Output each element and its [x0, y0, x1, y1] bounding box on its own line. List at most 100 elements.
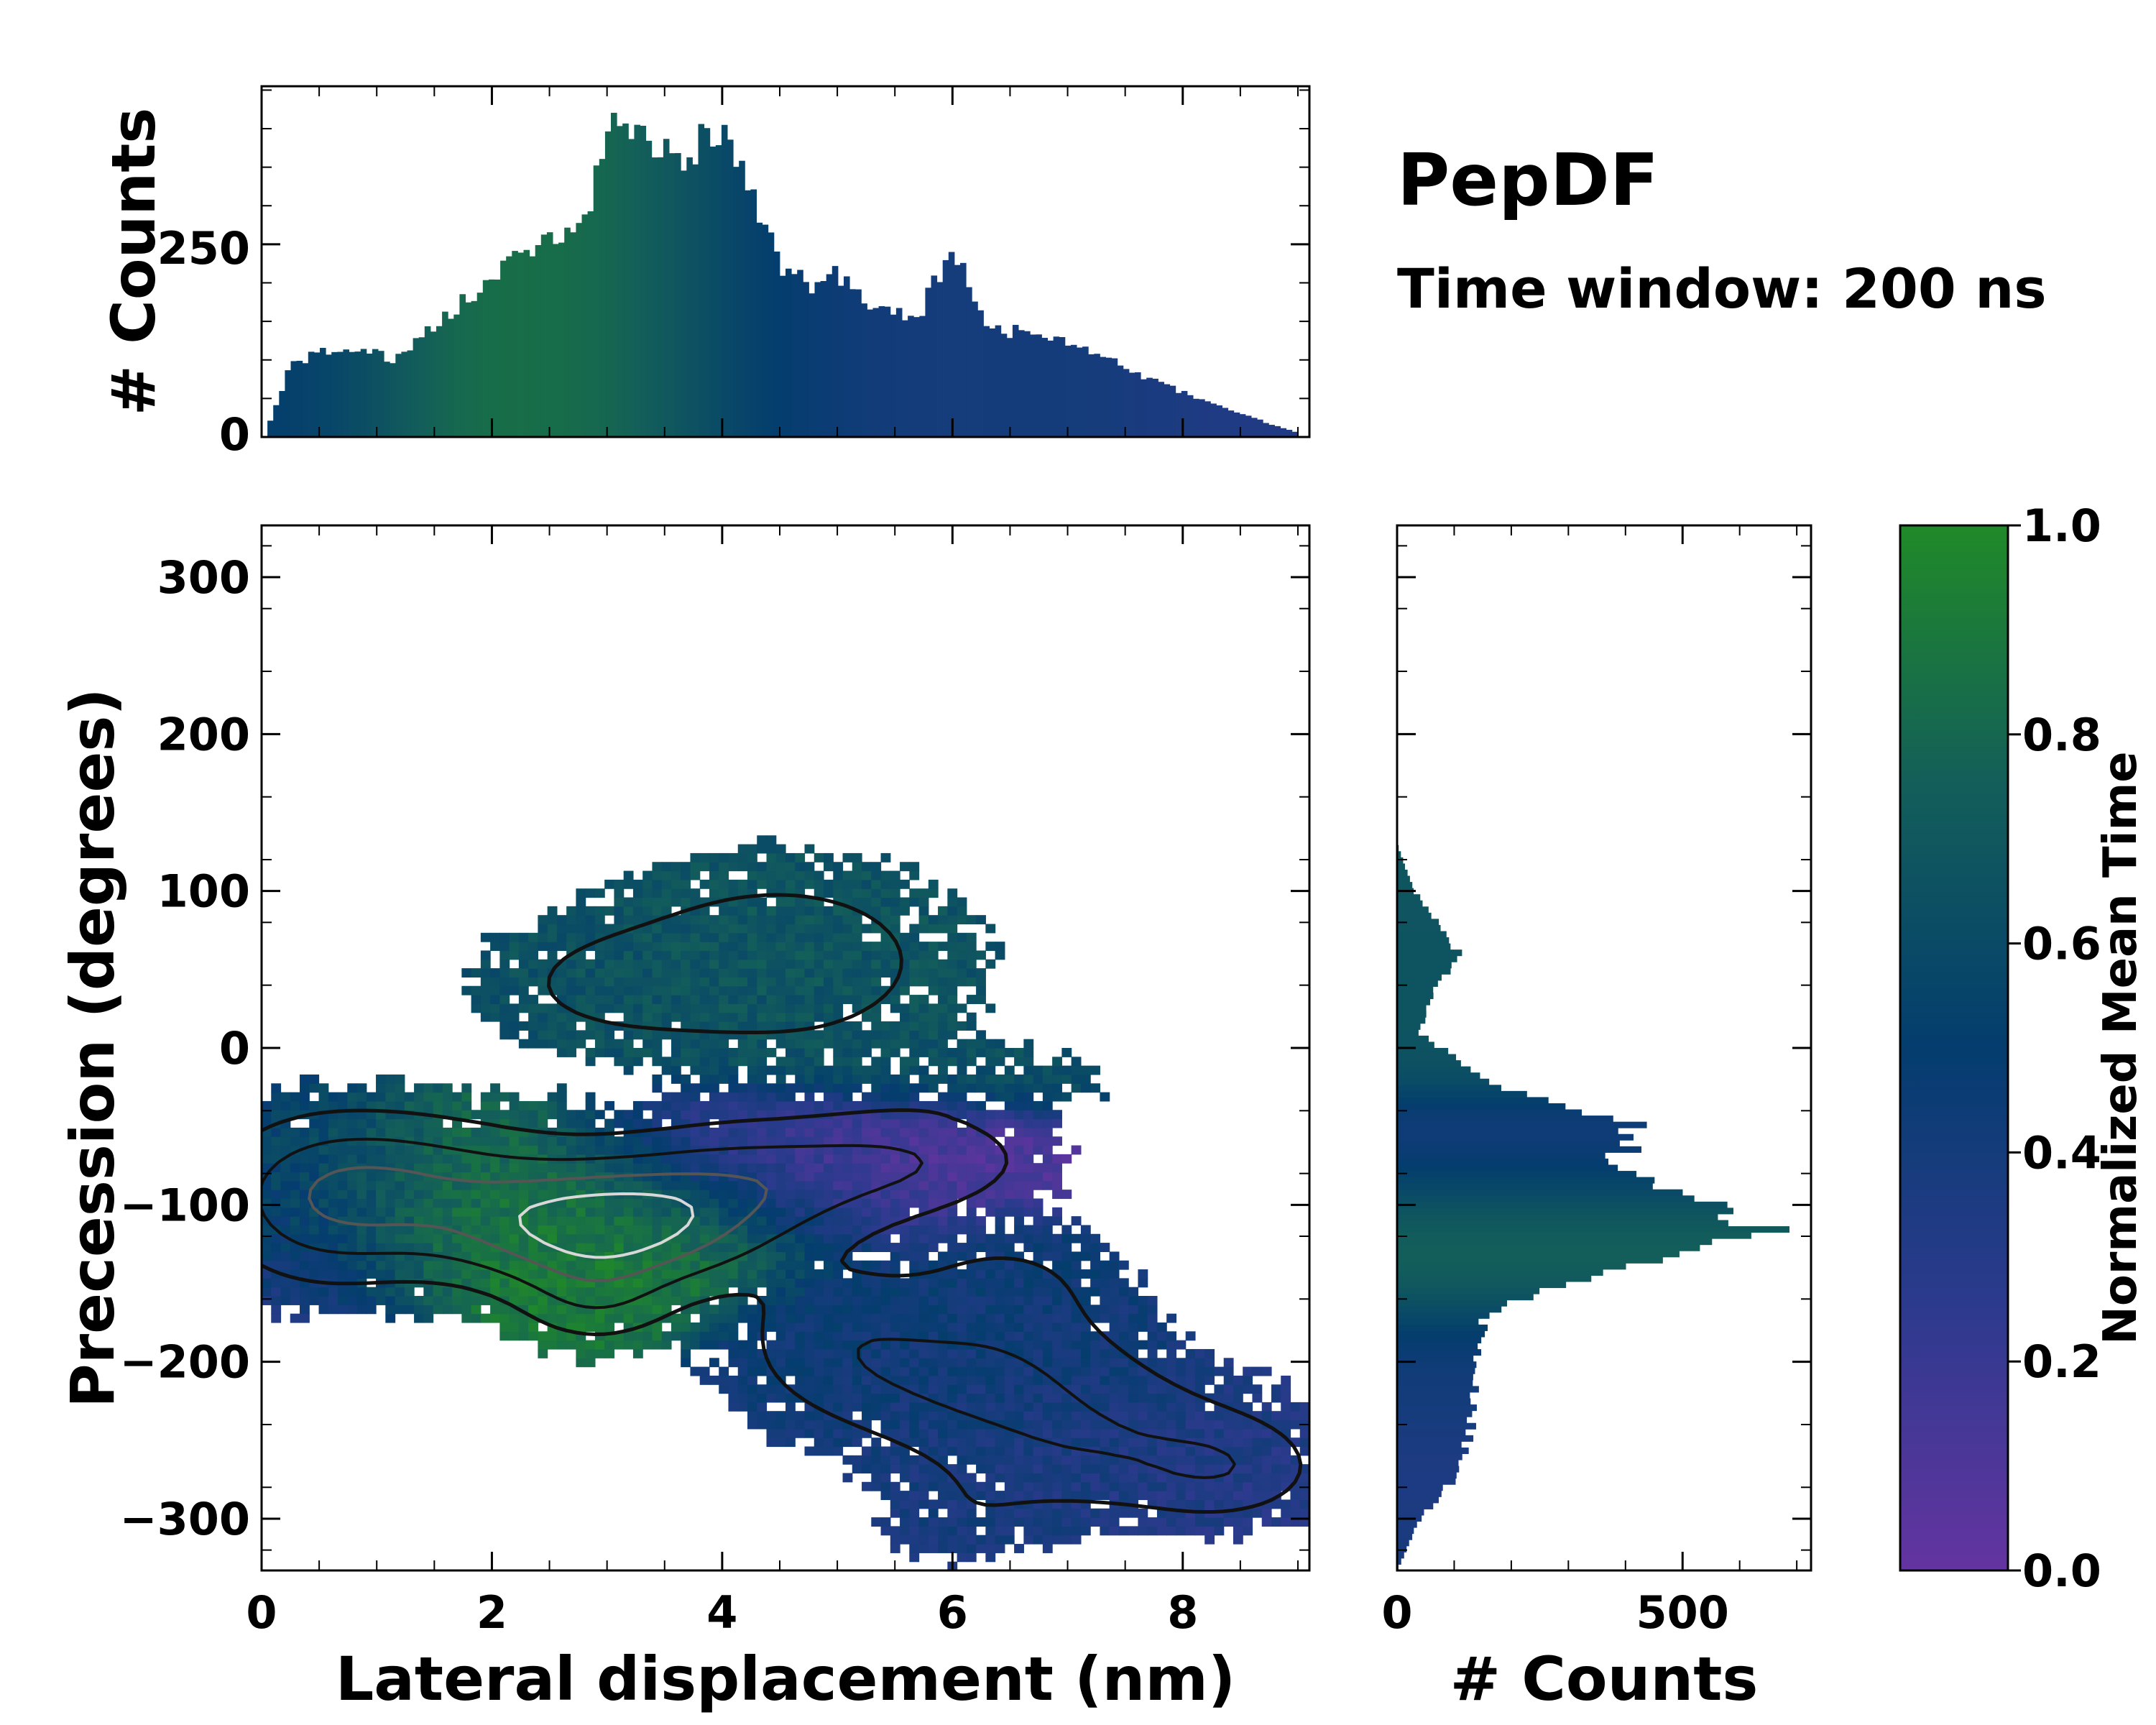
heatmap-cell — [300, 1163, 310, 1173]
heatmap-cell — [538, 1340, 548, 1350]
heatmap-cell — [1233, 1517, 1243, 1527]
heatmap-cell — [766, 1048, 777, 1057]
heatmap-cell — [509, 968, 520, 978]
heatmap-cell — [966, 1251, 977, 1261]
heatmap-cell — [709, 1136, 719, 1146]
heatmap-cell — [538, 1145, 548, 1155]
heatmap-cell — [842, 879, 853, 889]
heatmap-cell — [1052, 1393, 1062, 1403]
heatmap-cell — [585, 1207, 596, 1217]
heatmap-cell — [328, 1100, 338, 1110]
heatmap-cell — [890, 897, 900, 907]
heatmap-cell — [271, 1313, 282, 1323]
heatmap-cell — [1061, 1243, 1072, 1252]
heatmap-cell — [918, 1180, 929, 1190]
heatmap-cell — [395, 1154, 405, 1164]
heatmap-cell — [995, 1233, 1005, 1243]
heatmap-cell — [880, 968, 891, 978]
heatmap-cell — [1052, 1163, 1062, 1173]
heatmap-cell — [452, 1243, 462, 1252]
heatmap-cell — [414, 1296, 424, 1305]
heatmap-cell — [681, 968, 691, 978]
heatmap-cell — [480, 1207, 491, 1217]
heatmap-cell — [766, 870, 777, 880]
heatmap-cell — [594, 1030, 605, 1040]
heatmap-cell — [709, 959, 719, 969]
heatmap-cell — [757, 1420, 768, 1430]
heatmap-cell — [938, 1481, 948, 1491]
heatmap-cell — [795, 1331, 806, 1341]
heatmap-cell — [786, 1118, 796, 1128]
heatmap-cell — [1071, 1083, 1082, 1093]
heatmap-cell — [623, 1003, 634, 1013]
heatmap-cell — [842, 1305, 853, 1315]
heatmap-cell — [842, 1225, 853, 1235]
heatmap-cell — [985, 1278, 996, 1288]
heatmap-cell — [652, 1251, 663, 1261]
heatmap-cell — [976, 1039, 986, 1049]
heatmap-cell — [709, 1305, 719, 1315]
heatmap-cell — [995, 1048, 1005, 1057]
right-hist-bar — [1397, 1410, 1473, 1417]
heatmap-cell — [528, 1269, 538, 1279]
heatmap-cell — [842, 888, 853, 898]
heatmap-cell — [928, 1322, 939, 1332]
heatmap-cell — [1080, 1083, 1091, 1093]
heatmap-cell — [1014, 1473, 1024, 1483]
heatmap-cell — [661, 1225, 672, 1235]
heatmap-cell — [1023, 1481, 1034, 1491]
heatmap-cell — [1090, 1393, 1100, 1403]
heatmap-cell — [786, 1287, 796, 1297]
heatmap-cell — [1194, 1526, 1205, 1536]
heatmap-cell — [909, 1322, 920, 1332]
heatmap-cell — [509, 1012, 520, 1022]
heatmap-cell — [1042, 1411, 1053, 1421]
heatmap-cell — [775, 932, 786, 942]
heatmap-cell — [1004, 1172, 1015, 1182]
heatmap-cell — [1176, 1420, 1187, 1430]
heatmap-cell — [804, 1260, 815, 1270]
heatmap-cell — [1109, 1393, 1120, 1403]
heatmap-cell — [890, 924, 900, 934]
heatmap-cell — [862, 1296, 872, 1305]
top-hist-frame — [260, 85, 1311, 438]
heatmap-cell — [1052, 1154, 1062, 1164]
heatmap-cell — [1014, 1393, 1024, 1403]
heatmap-cell — [300, 1313, 310, 1323]
heatmap-cell — [842, 1428, 853, 1438]
heatmap-cell — [852, 995, 862, 1004]
heatmap-cell — [795, 1127, 806, 1137]
heatmap-cell — [681, 1163, 691, 1173]
top-hist-bar — [529, 256, 536, 437]
heatmap-cell — [604, 1296, 615, 1305]
heatmap-cell — [938, 1003, 948, 1013]
heatmap-cell — [928, 1021, 939, 1031]
heatmap-cell — [804, 1322, 815, 1332]
heatmap-cell — [775, 1313, 786, 1323]
heatmap-cell — [880, 1455, 891, 1465]
heatmap-cell — [385, 1145, 396, 1155]
heatmap-cell — [900, 1340, 910, 1350]
heatmap-cell — [737, 1233, 748, 1243]
heatmap-cell — [300, 1172, 310, 1182]
heatmap-cell — [594, 1225, 605, 1235]
heatmap-cell — [1061, 1322, 1072, 1332]
heatmap-cell — [842, 1358, 853, 1368]
heatmap-cell — [652, 985, 663, 995]
heatmap-cell — [737, 852, 748, 862]
top-hist-bar — [1100, 356, 1106, 437]
heatmap-cell — [909, 1260, 920, 1270]
heatmap-cell — [918, 1473, 929, 1483]
heatmap-cell — [690, 1340, 701, 1350]
heatmap-cell — [614, 1145, 625, 1155]
heatmap-cell — [681, 1048, 691, 1057]
heatmap-cell — [585, 932, 596, 942]
heatmap-cell — [938, 942, 948, 952]
heatmap-cell — [271, 1136, 282, 1146]
heatmap-cell — [1071, 1526, 1082, 1536]
heatmap-cell — [585, 1100, 596, 1110]
heatmap-cell — [356, 1092, 367, 1102]
heatmap-cell — [737, 906, 748, 916]
heatmap-cell — [890, 1154, 900, 1164]
heatmap-cell — [1023, 1535, 1034, 1545]
